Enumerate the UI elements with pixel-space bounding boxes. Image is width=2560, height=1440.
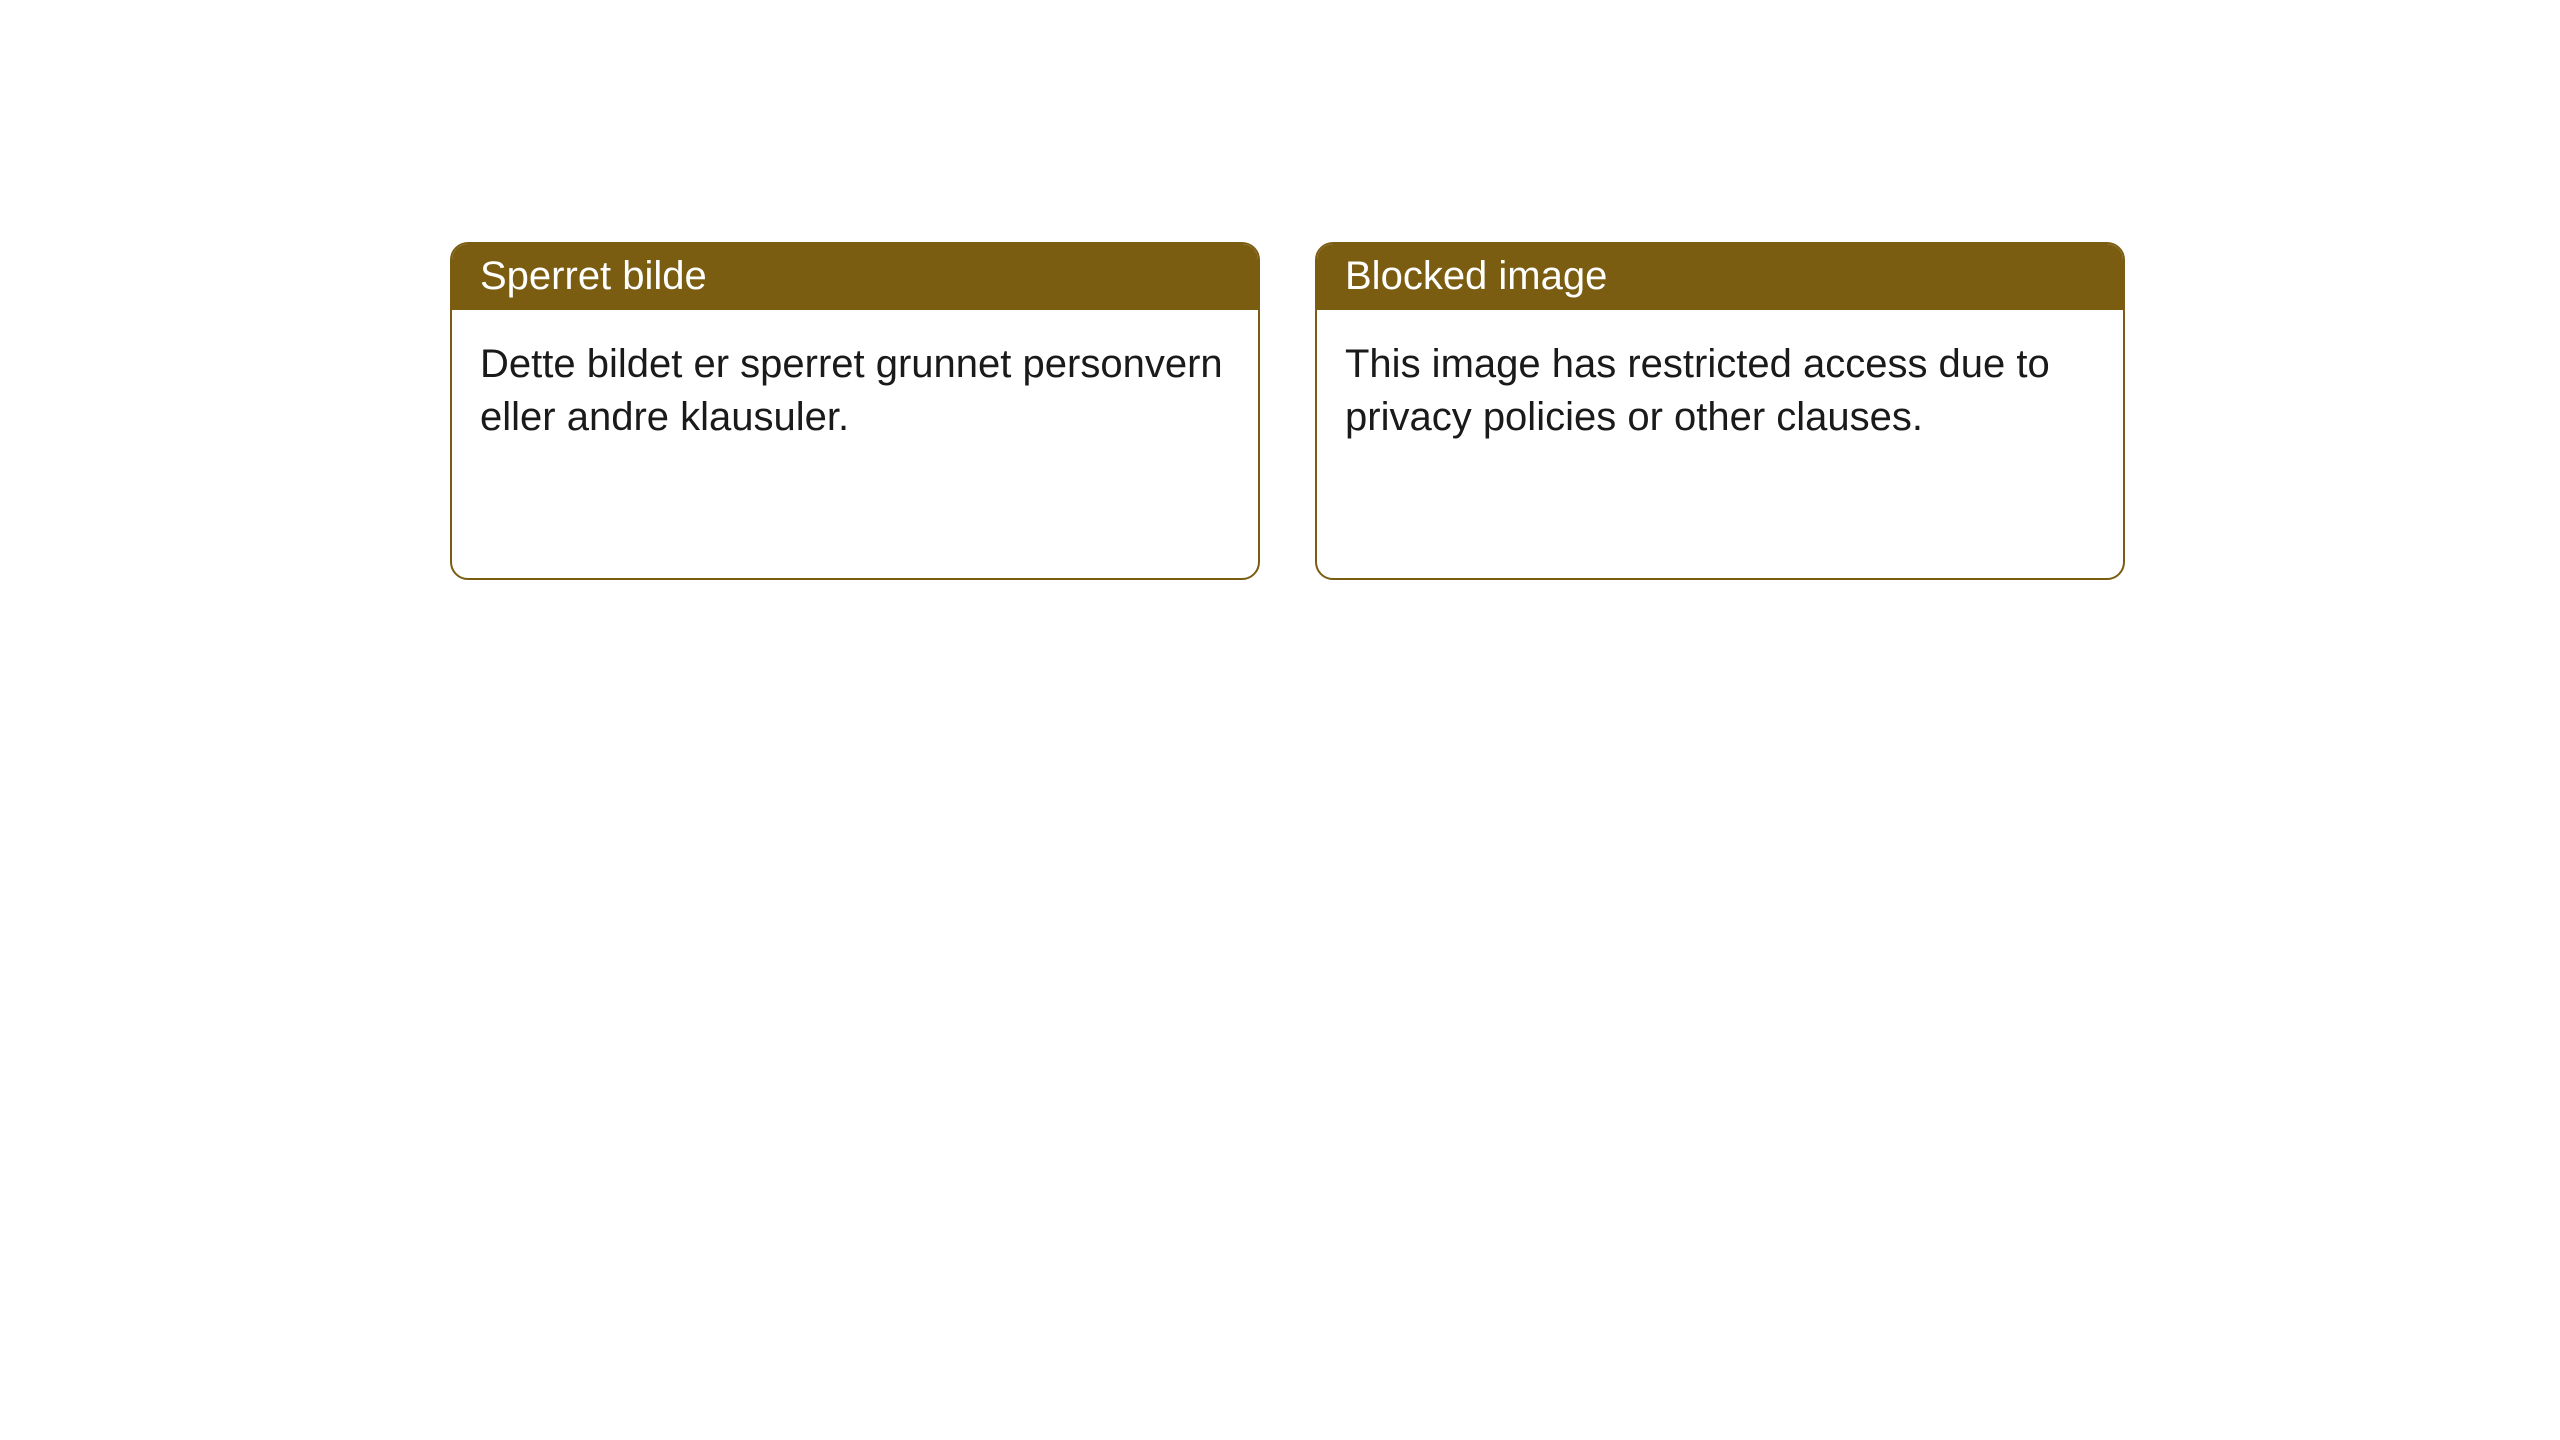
notice-card-english: Blocked image This image has restricted … <box>1315 242 2125 580</box>
notice-container: Sperret bilde Dette bildet er sperret gr… <box>0 0 2560 580</box>
notice-card-norwegian: Sperret bilde Dette bildet er sperret gr… <box>450 242 1260 580</box>
notice-title-english: Blocked image <box>1317 244 2123 310</box>
notice-title-norwegian: Sperret bilde <box>452 244 1258 310</box>
notice-body-english: This image has restricted access due to … <box>1317 310 2123 444</box>
notice-body-norwegian: Dette bildet er sperret grunnet personve… <box>452 310 1258 444</box>
